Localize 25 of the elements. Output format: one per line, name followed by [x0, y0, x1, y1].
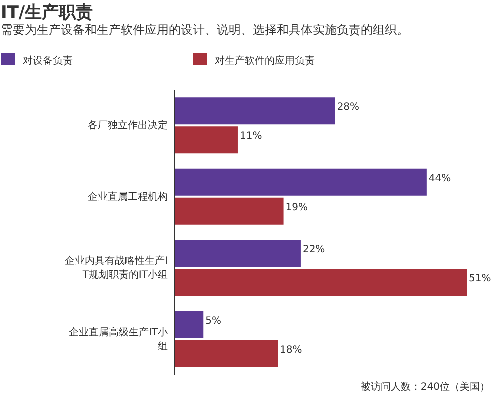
- bar: [175, 168, 427, 196]
- data-label: 5%: [206, 316, 222, 327]
- bar: [175, 340, 278, 368]
- data-label: 22%: [302, 244, 326, 256]
- data-label: 11%: [240, 131, 262, 142]
- bar: [175, 240, 301, 268]
- y-tick-label: 企业内具有战略性生产IT规划职责的IT小组: [65, 255, 168, 282]
- legend-label: 对生产软件的应用负责: [215, 55, 315, 67]
- data-label: 44%: [428, 173, 452, 184]
- bar: [175, 269, 467, 296]
- data-label: 28%: [337, 102, 360, 114]
- bar: [175, 126, 238, 154]
- data-label: 18%: [280, 344, 302, 356]
- legend-label: 对设备负责: [23, 55, 73, 67]
- bar: [175, 198, 284, 225]
- data-label: 51%: [469, 274, 492, 285]
- chart-subtitle: 需要为生产设备和生产软件应用的设计、说明、选择和具体实施负责的组织。: [1, 23, 409, 37]
- y-tick-label: 企业直属工程机构: [88, 190, 168, 203]
- y-tick-label: 各厂独立作出决定: [88, 120, 168, 132]
- text: 被访问人数：240位（美国）: [360, 381, 490, 393]
- bar: [175, 311, 204, 338]
- y-tick-label: 企业直属高级生产IT小组: [68, 326, 168, 352]
- chart-title: IT/生产职责: [1, 3, 94, 23]
- bar: [175, 98, 336, 125]
- data-label: 19%: [286, 202, 308, 214]
